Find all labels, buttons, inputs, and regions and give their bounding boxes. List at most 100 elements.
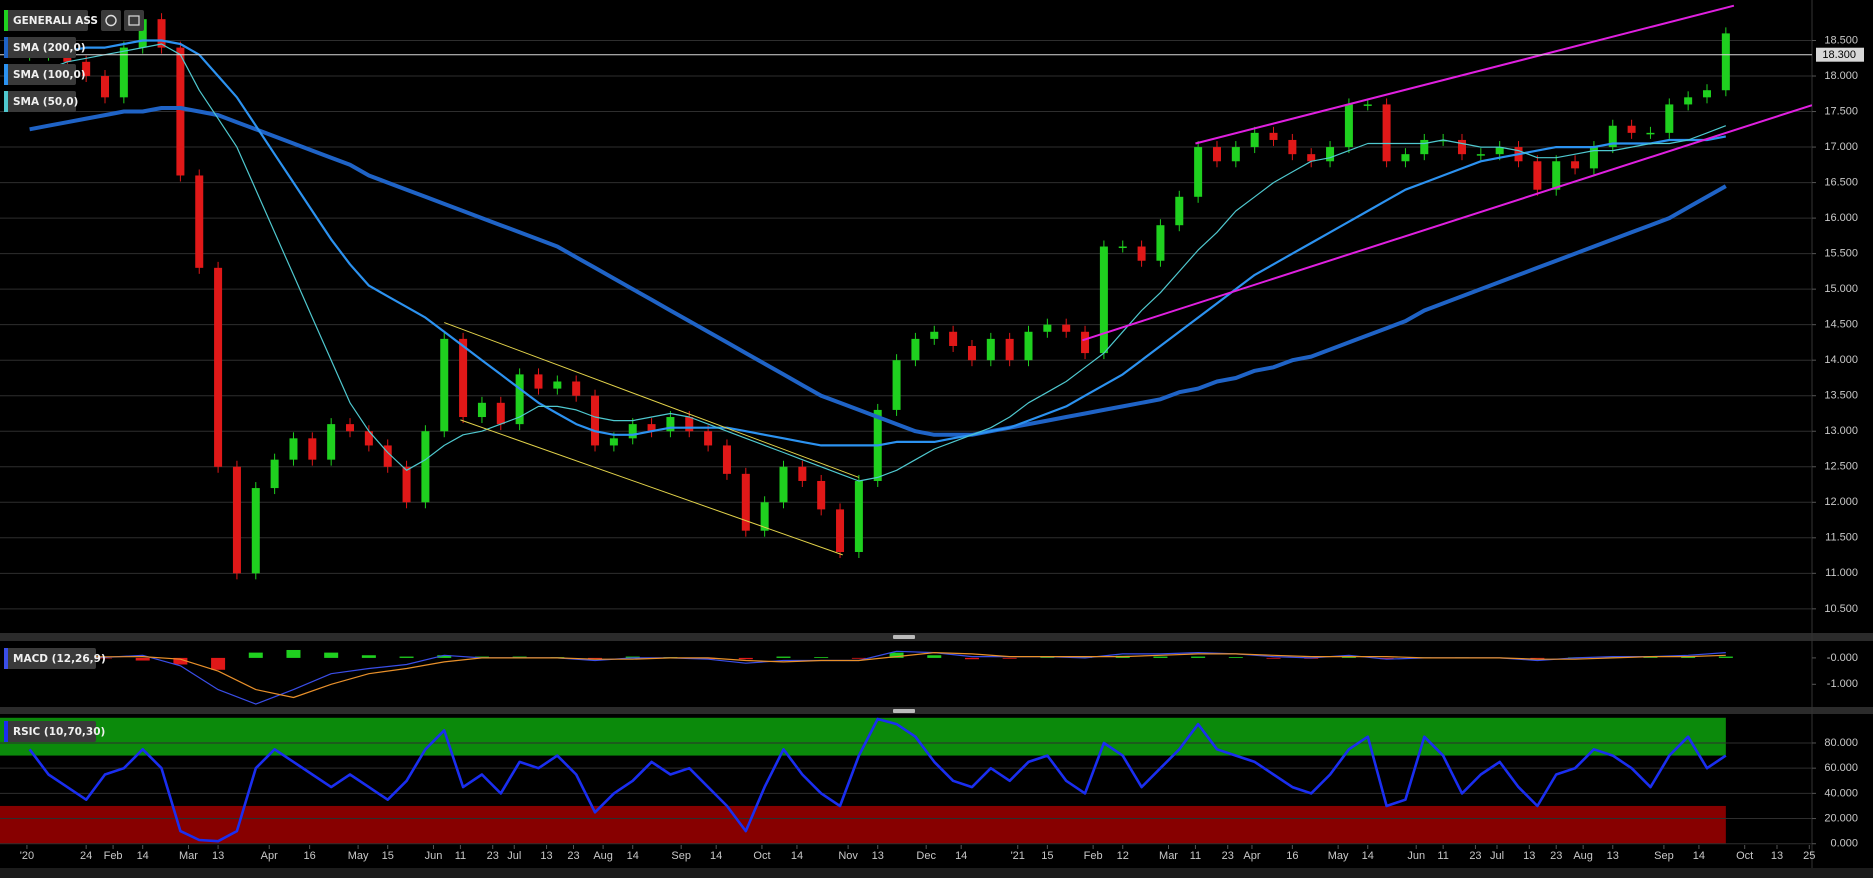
histogram-bar	[211, 657, 226, 670]
x-tick-label: Feb	[1084, 850, 1103, 862]
trend-line	[444, 322, 860, 478]
y-tick-label: 10.500	[1824, 603, 1858, 615]
histogram-bar	[1681, 656, 1696, 658]
candle	[1702, 90, 1711, 98]
x-tick-label: 14	[627, 850, 639, 862]
candle	[1081, 331, 1090, 354]
x-tick-label: Dec	[916, 850, 936, 862]
legend-swatch	[4, 721, 8, 742]
panel-divider[interactable]	[0, 707, 1873, 714]
candle	[1062, 324, 1071, 332]
candle	[1589, 147, 1598, 169]
histogram-bar	[135, 657, 150, 661]
x-tick-label: 14	[1693, 850, 1705, 862]
candle	[647, 424, 656, 432]
x-tick-label: 14	[791, 850, 803, 862]
histogram-bar	[625, 656, 640, 658]
histogram-bar	[286, 649, 301, 658]
legend-label: GENERALI ASS	[13, 15, 98, 27]
x-tick-label: 15	[382, 850, 394, 862]
sma-line	[29, 39, 1727, 447]
x-tick-label: 23	[567, 850, 579, 862]
candle	[609, 438, 618, 446]
y-tick-label: 13.000	[1824, 425, 1858, 437]
candle	[1288, 139, 1297, 155]
candle	[1231, 147, 1240, 162]
x-tick-label: 14	[137, 850, 149, 862]
divider-handle[interactable]	[893, 635, 915, 639]
histogram-bar	[399, 656, 414, 658]
candle	[685, 417, 694, 432]
histogram-bar	[474, 656, 489, 658]
candle	[534, 374, 543, 389]
candle	[459, 338, 468, 418]
legend-box[interactable]	[4, 64, 76, 85]
candle	[1665, 104, 1674, 133]
candle	[346, 424, 355, 432]
candle	[1476, 154, 1485, 156]
y-tick-label: 14.500	[1824, 319, 1858, 331]
x-tick-label: 23	[1469, 850, 1481, 862]
candle	[1401, 154, 1410, 162]
refresh-button[interactable]	[101, 10, 121, 31]
y-tick-label: 60.000	[1824, 762, 1858, 774]
x-tick-label: 13	[872, 850, 884, 862]
y-tick-label: 16.500	[1824, 176, 1858, 188]
candle	[119, 47, 128, 98]
x-tick-label: Mar	[179, 850, 198, 862]
legend-box[interactable]	[4, 721, 96, 742]
candle	[1684, 97, 1693, 105]
legend-box[interactable]	[4, 37, 76, 58]
legend-box[interactable]	[4, 91, 76, 112]
panel-divider[interactable]	[0, 633, 1873, 641]
histogram-bar	[173, 657, 188, 665]
candle	[836, 509, 845, 553]
legend-label: RSIC (10,70,30)	[13, 726, 105, 738]
x-tick-label: Mar	[1159, 850, 1178, 862]
x-tick-label: 13	[1771, 850, 1783, 862]
x-tick-label: Jun	[1407, 850, 1425, 862]
candle	[1005, 338, 1014, 361]
histogram-bar	[1078, 656, 1093, 658]
candle	[1420, 139, 1429, 155]
x-tick-label: 11	[1190, 850, 1201, 862]
legend-box[interactable]	[4, 648, 96, 669]
indicator-line	[28, 717, 1727, 843]
histogram-bar	[927, 655, 942, 658]
settings-button[interactable]	[124, 10, 144, 31]
candle	[1326, 147, 1335, 162]
candle	[722, 445, 731, 474]
candle	[591, 395, 600, 446]
candle	[515, 374, 524, 425]
x-tick-label: Oct	[753, 850, 770, 862]
x-tick-label: 13	[212, 850, 224, 862]
y-tick-label: -0.000	[1827, 652, 1858, 664]
trend-line	[460, 419, 843, 556]
histogram-bar	[1718, 656, 1733, 658]
rsi-panel	[0, 717, 1812, 845]
candle	[779, 466, 788, 503]
x-tick-label: May	[348, 850, 369, 862]
x-tick-label: '20	[20, 850, 34, 862]
candle	[1024, 331, 1033, 361]
legend-label: SMA (200,0)	[13, 42, 86, 54]
candle	[666, 417, 675, 432]
candle	[101, 76, 110, 98]
legend-box[interactable]	[4, 10, 88, 31]
overlay: 10.500 11.000 11.500 12.000 12.500 13.000 13.5…	[4, 10, 1864, 862]
y-tick-label: 18.500	[1824, 34, 1858, 46]
x-tick-label: 11	[455, 850, 466, 862]
candle	[1721, 33, 1730, 91]
candle	[157, 19, 166, 48]
histogram-bar	[1002, 657, 1017, 659]
histogram-bar	[1530, 657, 1545, 659]
y-tick-label: 80.000	[1824, 737, 1858, 749]
candle	[911, 338, 920, 361]
candle	[138, 19, 147, 48]
trend-line	[1195, 4, 1735, 145]
y-tick-label: 20.000	[1824, 812, 1858, 824]
candle	[383, 445, 392, 467]
divider-handle[interactable]	[893, 709, 915, 713]
